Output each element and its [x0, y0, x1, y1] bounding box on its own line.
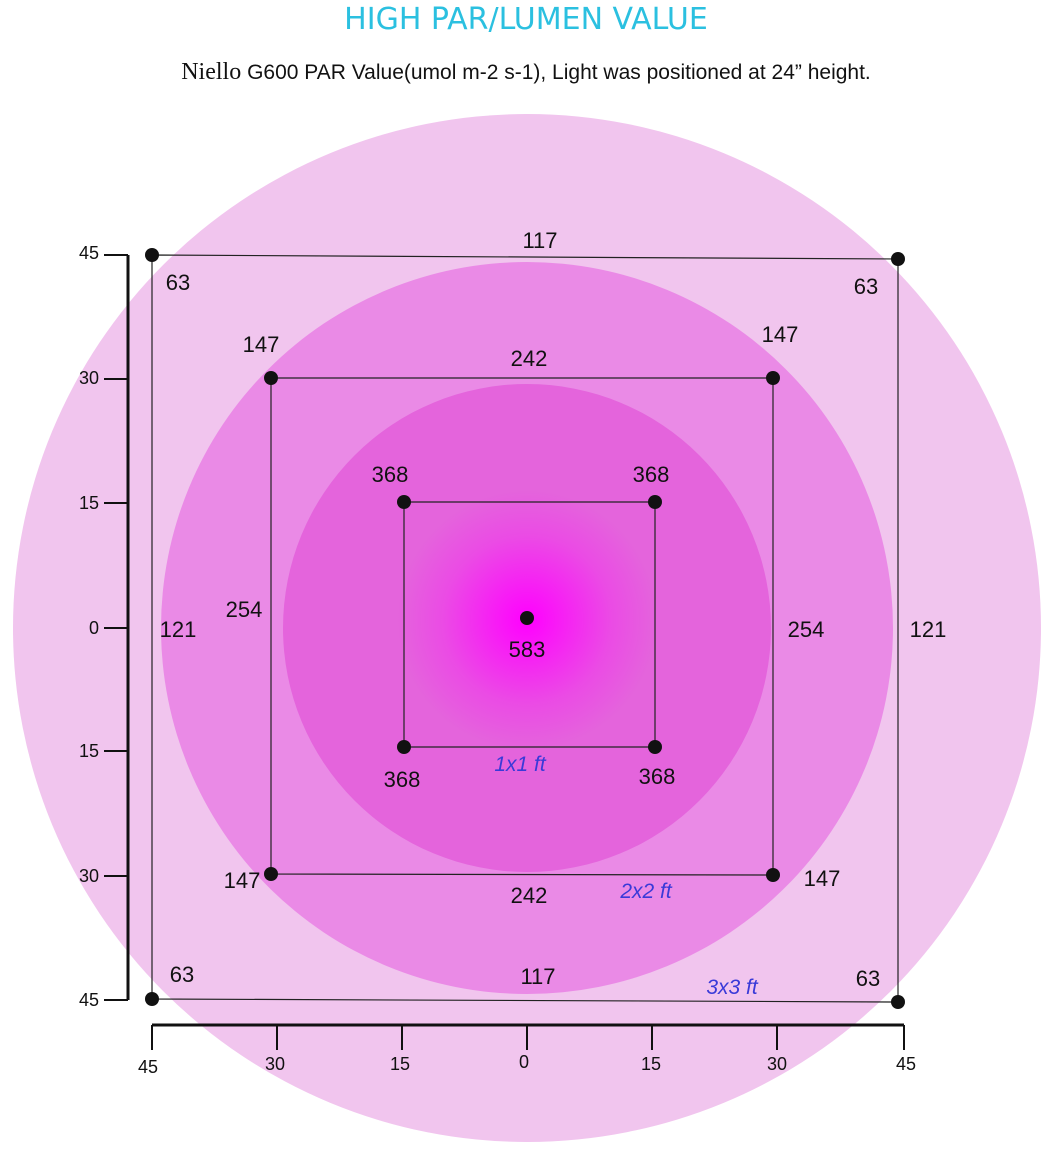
y-tick-label: 45 — [79, 243, 99, 263]
point-1x1-top-right — [648, 495, 662, 509]
value-2x2-top-left: 147 — [243, 332, 280, 357]
value-2x2-bottom-left: 147 — [224, 868, 261, 893]
area-label-1x1: 1x1 ft — [494, 753, 547, 776]
point-3x3-bottom-left — [145, 992, 159, 1006]
brand-name: Niello — [181, 59, 242, 85]
y-tick-label: 45 — [79, 990, 99, 1010]
value-3x3-top-right: 63 — [854, 274, 878, 299]
value-center: 583 — [509, 637, 546, 662]
point-3x3-top-left — [145, 248, 159, 262]
x-tick-label: 15 — [641, 1054, 661, 1074]
point-1x1-bottom-right — [648, 740, 662, 754]
point-3x3-bottom-right — [891, 995, 905, 1009]
x-tick-label: 45 — [138, 1057, 158, 1077]
value-3x3-left: 121 — [160, 617, 197, 642]
y-tick-label: 15 — [79, 493, 99, 513]
x-tick-label: 15 — [390, 1054, 410, 1074]
value-2x2-top: 242 — [511, 346, 548, 371]
point-2x2-top-left — [264, 371, 278, 385]
value-3x3-top-left: 63 — [166, 270, 190, 295]
area-label-2x2: 2x2 ft — [619, 880, 673, 903]
page-heading: HIGH PAR/LUMEN VALUE — [344, 2, 708, 37]
value-1x1-bottom-left: 368 — [384, 767, 421, 792]
value-3x3-bottom-left: 63 — [170, 962, 194, 987]
value-2x2-bottom-right: 147 — [804, 866, 841, 891]
x-axis — [151, 1023, 905, 1050]
value-3x3-bottom: 117 — [520, 964, 555, 989]
value-2x2-left: 254 — [226, 597, 263, 622]
value-3x3-top: 117 — [522, 228, 557, 253]
point-2x2-bottom-right — [766, 868, 780, 882]
point-2x2-bottom-left — [264, 867, 278, 881]
y-tick-label: 15 — [79, 741, 99, 761]
point-2x2-top-right — [766, 371, 780, 385]
point-1x1-top-left — [397, 495, 411, 509]
value-3x3-right: 121 — [910, 617, 947, 642]
value-2x2-bottom: 242 — [511, 883, 548, 908]
point-1x1-bottom-left — [397, 740, 411, 754]
y-tick-label: 0 — [89, 618, 99, 638]
value-1x1-top-right: 368 — [633, 462, 670, 487]
point-3x3-top-right — [891, 252, 905, 266]
x-tick-label: 0 — [519, 1052, 529, 1072]
x-tick-label: 30 — [265, 1054, 285, 1074]
subtitle-text: G600 PAR Value(umol m-2 s-1), Light was … — [247, 61, 871, 84]
measurement-points — [145, 248, 905, 1009]
value-2x2-top-right: 147 — [762, 322, 799, 347]
x-tick-label: 30 — [767, 1054, 787, 1074]
value-1x1-top-left: 368 — [372, 462, 409, 487]
value-2x2-right: 254 — [788, 617, 825, 642]
y-tick-label: 30 — [79, 368, 99, 388]
value-3x3-bottom-right: 63 — [856, 966, 880, 991]
value-1x1-bottom-right: 368 — [639, 764, 676, 789]
area-label-3x3: 3x3 ft — [706, 976, 759, 999]
point-center — [520, 611, 534, 625]
y-tick-label: 30 — [79, 866, 99, 886]
x-tick-label: 45 — [896, 1054, 916, 1074]
subtitle: Niello G600 PAR Value(umol m-2 s-1), Lig… — [0, 58, 1052, 87]
y-axis — [104, 254, 130, 1001]
